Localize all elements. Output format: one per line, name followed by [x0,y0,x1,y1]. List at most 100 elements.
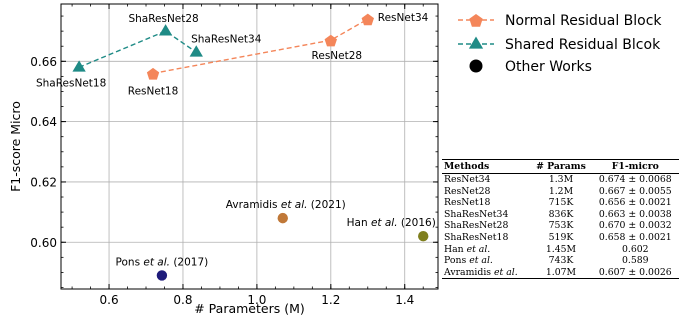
data-point-label: ResNet34 [378,12,429,24]
table-row: Pons et al. 743K 0.589 [442,255,679,267]
other-work-marker [277,212,288,224]
table-cell-params: 1.3M [548,174,574,185]
table-cell-f1: 0.667 ± 0.0055 [598,185,672,197]
x-tick-label: 1.2 [321,293,340,307]
method-name: ShaResNet28 [444,220,509,232]
legend-label: Other Works [505,59,592,75]
table-cell-method: Han et al. [442,244,530,256]
table-cell-params: 519K [548,231,574,243]
label-part: Han [347,217,371,229]
table-cell-f1: 0.674 ± 0.0068 [598,174,672,185]
other-work-label: Pons et al. (2017) [116,256,209,268]
table-cell-f1: 0.670 ± 0.0032 [598,220,672,232]
method-name: ShaResNet18 [444,231,509,243]
table-cell-params: 836K [548,208,574,220]
table-header-row: Methods # Params F1-micro [442,159,679,174]
legend-triangle-icon [468,36,484,49]
plot-background [61,4,438,289]
label-part: et al. [281,199,308,211]
triangle-marker [189,45,203,57]
table-cell-method: Avramidis et al. [442,266,531,280]
method-name: Han [444,243,467,255]
triangle-marker [72,60,86,72]
table-cell-params: 1.2M [548,185,574,197]
y-tick-label: 0.60 [30,236,57,250]
method-name: Avramidis [444,266,495,278]
pentagon-marker [146,67,160,80]
data-point-label: ResNet28 [312,50,363,62]
table-cell-f1: 0.602 [621,243,649,255]
method-suffix: et al. [469,255,493,267]
y-tick-label: 0.66 [30,55,57,69]
table-cell-params: 715K [548,197,574,209]
table-row: Han et al. 1.45M 0.602 [442,244,679,256]
legend-label: Shared Residual Blcok [505,37,661,53]
table-row: ResNet34 1.3M 0.674 ± 0.0068 [442,174,679,186]
x-axis-label: # Parameters (M) [194,301,305,316]
other-work-marker [156,270,168,281]
plot-frame [60,3,439,290]
y-tick-label: 0.64 [30,115,57,129]
y-axis-label: F1-score Micro [8,101,23,192]
table-cell-method: ShaResNet34 [442,209,530,221]
results-table: Methods # Params F1-micro ResNet34 1.3M 0.… [442,159,679,280]
data-point-label: ResNet18 [128,85,179,97]
method-name: Pons [444,255,470,267]
table-row: ShaResNet34 836K 0.663 ± 0.0038 [442,209,679,221]
triangle-marker [158,24,173,36]
label-part: (2021) [307,199,345,211]
method-name: ResNet28 [444,185,491,197]
label-part: (2017) [170,256,208,268]
label-part: (2016) [398,217,436,229]
header-methods: Methods [442,159,531,174]
y-tick-label: 0.62 [30,175,57,189]
other-work-label: Avramidis et al. (2021) [226,199,346,211]
x-tick-label: 1.4 [395,293,414,307]
x-tick-label: 1.0 [247,293,266,307]
table-cell-f1: 0.589 [621,255,649,267]
table-row: ShaResNet18 519K 0.658 ± 0.0021 [442,232,679,244]
table-cell-method: ResNet34 [442,174,530,186]
table-cell-method: ResNet18 [442,197,530,209]
table-cell-params: 1.45M [545,243,577,255]
pentagon-marker [324,34,337,47]
x-tick-label: 0.6 [100,293,119,307]
label-part: Avramidis [226,199,281,211]
method-suffix: et al. [466,243,491,255]
table-cell-method: ShaResNet18 [442,232,530,244]
table-cell-params: 743K [548,255,574,267]
x-tick-label: 0.8 [173,293,192,307]
table-cell-params: 753K [548,220,574,232]
header-params: # Params [530,159,592,174]
label-part: et al. [143,256,170,268]
table-cell-params: 1.07M [530,266,592,280]
table-cell-f1: 0.607 ± 0.0026 [591,266,679,280]
table-row: ResNet28 1.2M 0.667 ± 0.0055 [442,186,679,198]
method-suffix: et al. [494,266,518,278]
table-cell-f1: 0.656 ± 0.0021 [598,197,672,209]
legend-label: Normal Residual Block [505,13,662,29]
data-point-label: ShaResNet34 [191,33,262,45]
table-row: ShaResNet28 753K 0.670 ± 0.0032 [442,220,679,232]
table-cell-method: ResNet28 [442,186,530,198]
method-name: ResNet34 [444,174,491,185]
header-f1-micro: F1-micro [591,159,679,174]
label-part: et al. [371,217,398,229]
table-row: ResNet18 715K 0.656 ± 0.0021 [442,197,679,209]
method-name: ResNet18 [444,197,491,209]
legend-pentagon-icon [469,14,483,27]
label-part: Pons [116,256,144,268]
legend-circle-icon [469,59,483,73]
table-cell-method: ShaResNet28 [442,220,530,232]
table-cell-f1: 0.658 ± 0.0021 [598,231,672,243]
other-work-label: Han et al. (2016) [347,217,436,229]
data-point-label: ShaResNet28 [128,13,198,25]
other-work-marker [418,231,429,242]
table-cell-f1: 0.663 ± 0.0038 [598,208,672,220]
table-body: ResNet34 1.3M 0.674 ± 0.0068 ResNet28 1.2M 0.… [442,174,679,280]
table-cell-method: Pons et al. [442,255,530,267]
data-point-label: ShaResNet18 [36,77,106,89]
table-row: Avramidis et al. 1.07M 0.607 ± 0.0026 [442,266,679,280]
method-name: ShaResNet34 [444,208,509,220]
